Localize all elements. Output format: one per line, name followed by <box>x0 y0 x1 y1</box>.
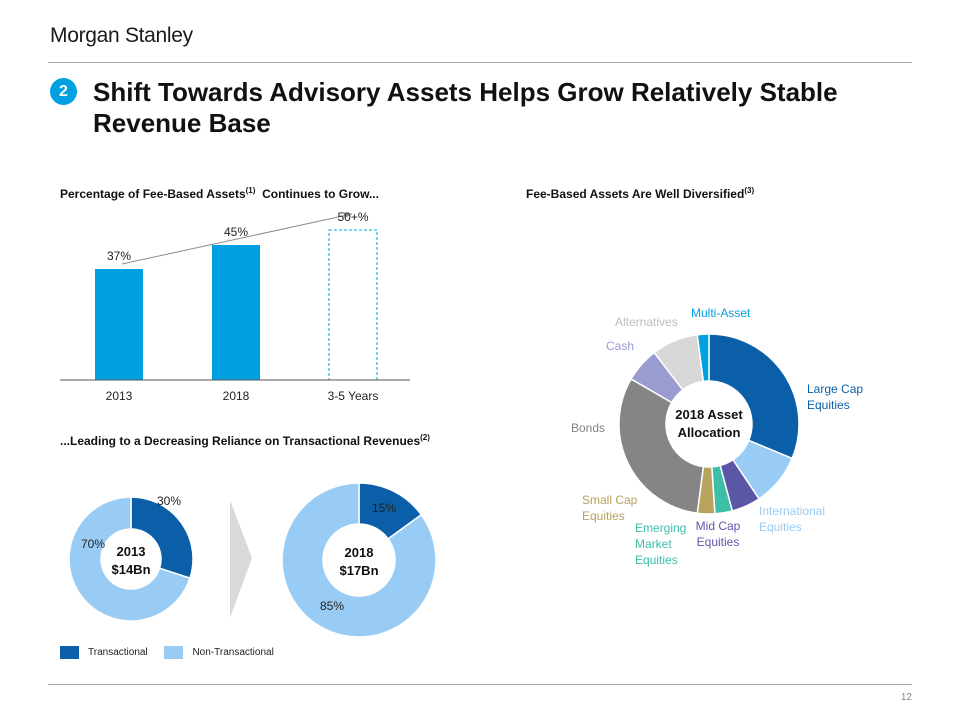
allocation-label-large-cap-equities: Equities <box>807 398 850 412</box>
legend-label-non-transactional: Non-Transactional <box>192 647 274 658</box>
bar-value-label: 45% <box>224 225 248 239</box>
donut-legend: Transactional Non-Transactional <box>60 646 288 662</box>
page-title: Shift Towards Advisory Assets Helps Grow… <box>93 77 838 138</box>
allocation-slice-multi-asset <box>696 333 710 383</box>
pie-chart-title: Fee-Based Assets Are Well Diversified(3) <box>526 186 755 201</box>
revenue-donut-charts: 30% 70% 2013 $14Bn 15% 85% 2018 $17Bn <box>68 482 437 638</box>
donut-slice-non-transactional <box>68 496 191 622</box>
bar-value-label: 37% <box>107 249 131 263</box>
allocation-label-small-cap-equities: Small Cap <box>582 493 638 507</box>
allocation-label-emerging-market-equities: Emerging <box>635 521 686 535</box>
donut-slice-label: 70% <box>81 537 105 551</box>
asset-allocation-chart: Large Cap Equities International Equities Mi… <box>571 306 863 567</box>
allocation-label-emerging-market-equities: Market <box>635 537 672 551</box>
allocation-label-large-cap-equities: Large Cap <box>807 382 863 396</box>
bar-category-label: 3-5 Years <box>328 389 379 403</box>
legend-swatch-transactional <box>60 646 79 659</box>
allocation-label-small-cap-equities: Equities <box>582 509 625 523</box>
legend-item-non-transactional: Non-Transactional <box>164 646 274 659</box>
legend-item-transactional: Transactional <box>60 646 148 659</box>
donut-slice-label: 30% <box>157 494 181 508</box>
page-number: 12 <box>900 692 912 703</box>
donut-slice-label: 15% <box>372 501 396 515</box>
trend-arrow-line <box>121 213 353 265</box>
section-badge: 2 <box>50 78 77 105</box>
allocation-slice-bonds <box>618 377 705 515</box>
donut-center-label: $14Bn <box>111 562 150 577</box>
donut-slice-label: 85% <box>320 599 344 613</box>
allocation-label-alternatives: Alternatives <box>615 315 678 329</box>
header-divider <box>48 62 912 63</box>
allocation-label-multi-asset: Multi-Asset <box>691 306 751 320</box>
bar-chart: 37% 2013 45% 2018 50+% 3-5 Years <box>60 210 410 403</box>
bar-value-label: 50+% <box>337 210 368 224</box>
legend-swatch-non-transactional <box>164 646 184 659</box>
chevron-separator <box>230 500 252 618</box>
allocation-center-label: Allocation <box>678 425 741 440</box>
donut-center-label: 2018 <box>345 545 374 560</box>
bar-category-label: 2013 <box>106 389 133 403</box>
allocation-label-international-equities: International <box>759 504 825 518</box>
allocation-label-cash: Cash <box>606 339 634 353</box>
donut-slice-non-transactional <box>281 482 437 638</box>
allocation-center-label: 2018 Asset <box>675 407 743 422</box>
legend-label-transactional: Transactional <box>88 647 148 658</box>
bar-chart-title: Percentage of Fee-Based Assets(1) Contin… <box>60 186 379 201</box>
footer-divider <box>48 684 912 685</box>
bar-category-label: 2018 <box>223 389 250 403</box>
trend-arrow-head <box>343 212 352 218</box>
allocation-slice-large-cap-equities <box>708 333 800 460</box>
donut-section-title: ...Leading to a Decreasing Reliance on T… <box>60 433 430 448</box>
allocation-label-international-equities: Equities <box>759 520 802 534</box>
donut-center-label: $17Bn <box>339 563 378 578</box>
allocation-label-emerging-market-equities: Equities <box>635 553 678 567</box>
bar-3-5-years <box>328 229 378 381</box>
bar-2013 <box>95 269 143 380</box>
donut-slice-transactional <box>130 496 194 580</box>
donut-center-label: 2013 <box>117 544 146 559</box>
bar-2018 <box>212 245 260 380</box>
morgan-stanley-logo: Morgan Stanley <box>50 24 193 47</box>
allocation-label-mid-cap-equities: Mid Cap <box>696 519 741 533</box>
allocation-label-mid-cap-equities: Equities <box>697 535 740 549</box>
allocation-label-bonds: Bonds <box>571 421 605 435</box>
